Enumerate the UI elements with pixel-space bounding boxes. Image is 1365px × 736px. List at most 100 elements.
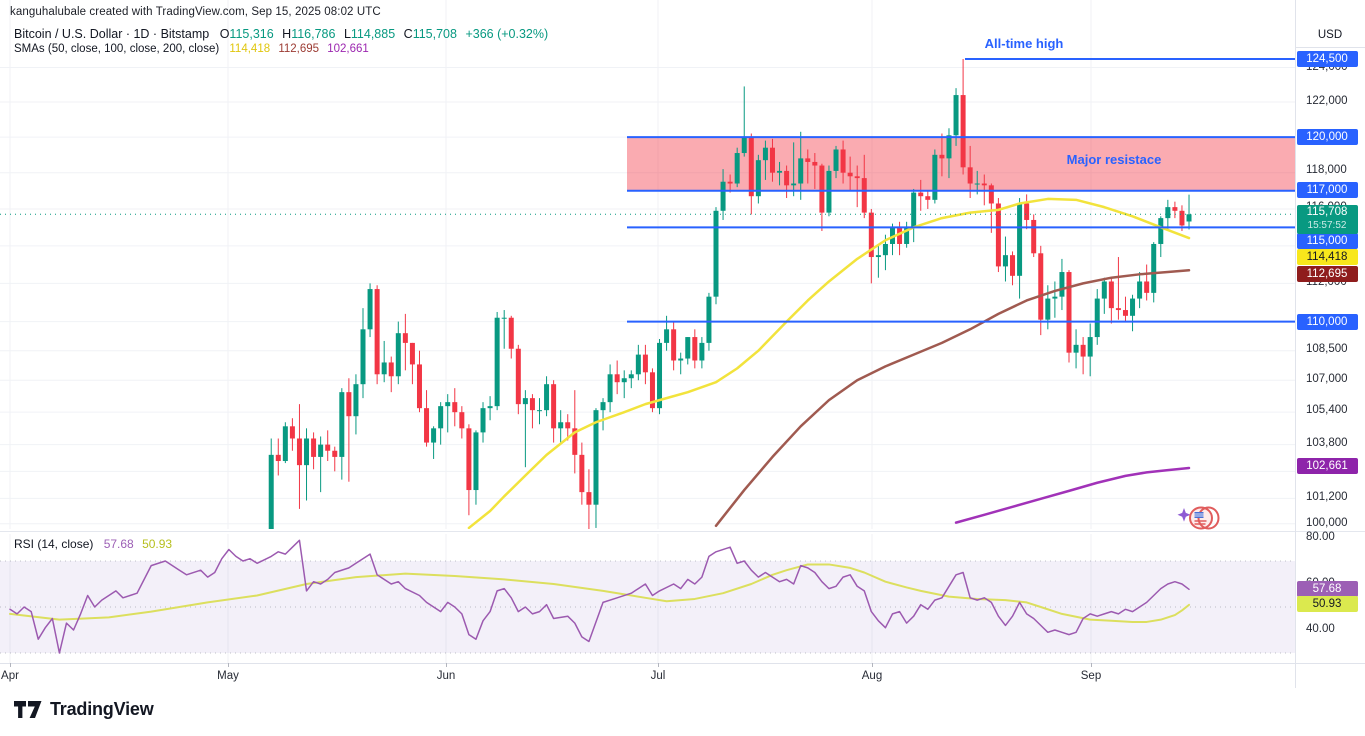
time-axis-border <box>0 663 1365 664</box>
candle-body <box>890 227 895 244</box>
candle-body <box>932 154 938 200</box>
candle-body <box>918 192 924 197</box>
candle-body <box>586 492 592 505</box>
candle-body <box>508 317 514 349</box>
price-axis-badge: 124,500 <box>1296 51 1358 67</box>
candle-body <box>904 227 910 244</box>
candle-body <box>409 342 415 365</box>
candle-body <box>268 454 274 529</box>
candle-body <box>1115 308 1121 311</box>
candle-body <box>805 158 811 162</box>
candle-body <box>1144 281 1150 293</box>
sma100-value: 112,695 <box>278 43 320 55</box>
rsi-pane[interactable] <box>0 534 1295 663</box>
price-axis-badge: 110,000 <box>1296 314 1358 330</box>
candle-body <box>769 147 775 173</box>
rsi-ma-line <box>9 563 1191 623</box>
tradingview-logo[interactable]: TradingView <box>14 699 154 720</box>
candle-body <box>974 183 980 185</box>
candle-body <box>1017 203 1023 276</box>
price-axis-label: 118,000 <box>1306 164 1347 176</box>
candle-body <box>1066 272 1072 353</box>
candle-body <box>784 170 790 186</box>
ohlc-high-label: H <box>282 27 292 41</box>
candle-body <box>296 438 302 466</box>
price-axis-label: 107,000 <box>1306 373 1348 385</box>
major-resistance-annotation[interactable]: Major resistace <box>1066 152 1162 167</box>
candle-body <box>741 137 747 154</box>
currency-label: USD <box>1317 29 1343 41</box>
price-axis-label: 103,800 <box>1306 437 1348 449</box>
candle-body <box>1052 296 1058 299</box>
candle-body <box>925 196 931 200</box>
candle-body <box>657 342 663 409</box>
time-axis-tick <box>228 663 229 667</box>
candle-body <box>1179 210 1185 226</box>
candle-body <box>875 255 881 258</box>
price-axis-label: 101,200 <box>1306 491 1348 503</box>
candle-body <box>325 444 331 451</box>
candle-body <box>304 438 310 466</box>
candle-body <box>1165 207 1171 219</box>
time-axis-label: Jun <box>436 670 456 682</box>
price-axis-badge: 120,000 <box>1296 129 1358 145</box>
rsi-line <box>9 539 1190 654</box>
candle-body <box>558 422 564 429</box>
ohlc-close-label: C <box>403 27 413 41</box>
price-pane[interactable] <box>0 0 1295 601</box>
candle-body <box>1073 344 1079 353</box>
candle-body <box>621 378 627 383</box>
symbol-title[interactable]: Bitcoin / U.S. Dollar · 1D · Bitstamp <box>14 27 210 41</box>
candle-body <box>847 172 853 177</box>
candle-body <box>720 181 726 211</box>
candle-body <box>445 402 451 407</box>
time-axis-label: Sep <box>1080 670 1102 682</box>
ohlc-open-label: O <box>219 27 230 41</box>
candle-body <box>868 212 874 258</box>
candle-body <box>289 426 295 439</box>
sma50-line <box>467 197 1191 529</box>
tradingview-brand-text: TradingView <box>50 699 154 719</box>
price-axis-label: 80.00 <box>1306 531 1335 543</box>
candle-body <box>1122 310 1128 316</box>
rsi-legend: RSI (14, close) 57.68 50.93 <box>14 537 172 551</box>
ohlc-high-value: 116,786 <box>291 27 336 41</box>
candle-body <box>565 422 571 429</box>
attribution-text: kanguhalubale created with TradingView.c… <box>10 6 381 18</box>
candle-body <box>282 426 288 462</box>
price-axis-border <box>1295 0 1296 688</box>
time-axis-tick <box>10 663 11 667</box>
candle-body <box>1186 214 1192 222</box>
price-axis-label: 105,400 <box>1306 404 1348 416</box>
candle-body <box>416 364 422 409</box>
time-axis-label: Aug <box>861 670 883 682</box>
all-time-high-annotation[interactable]: All-time high <box>984 36 1064 51</box>
candle-body <box>1010 255 1016 276</box>
candle-body <box>748 137 754 197</box>
current-price-value: 115,708 <box>1306 206 1348 218</box>
rsi-legend-label[interactable]: RSI (14, close) <box>14 537 94 551</box>
price-axis-badge: 115,000 <box>1296 233 1358 249</box>
candle-body <box>579 454 585 493</box>
candle-body <box>840 149 846 173</box>
candle-body <box>1038 253 1044 320</box>
ohlc-open-value: 115,316 <box>229 27 274 41</box>
candle-body <box>1087 337 1093 357</box>
pane-separator[interactable] <box>0 531 1365 532</box>
candle-body <box>311 438 317 457</box>
candle-body <box>402 333 408 343</box>
candle-body <box>854 176 860 179</box>
sma200-value: 102,661 <box>327 43 369 55</box>
sma-legend: SMAs (50, close, 100, close, 200, close)… <box>14 43 369 55</box>
candle-body <box>466 428 472 491</box>
candle-body <box>593 410 599 505</box>
candle-body <box>861 178 867 213</box>
candle-body <box>1172 207 1178 211</box>
candle-body <box>635 354 641 375</box>
price-axis-badge: 50.93 <box>1296 596 1358 612</box>
sma-legend-label[interactable]: SMAs (50, close, 100, close, 200, close) <box>14 43 220 55</box>
candle-body <box>529 398 535 411</box>
candle-body <box>671 329 677 361</box>
